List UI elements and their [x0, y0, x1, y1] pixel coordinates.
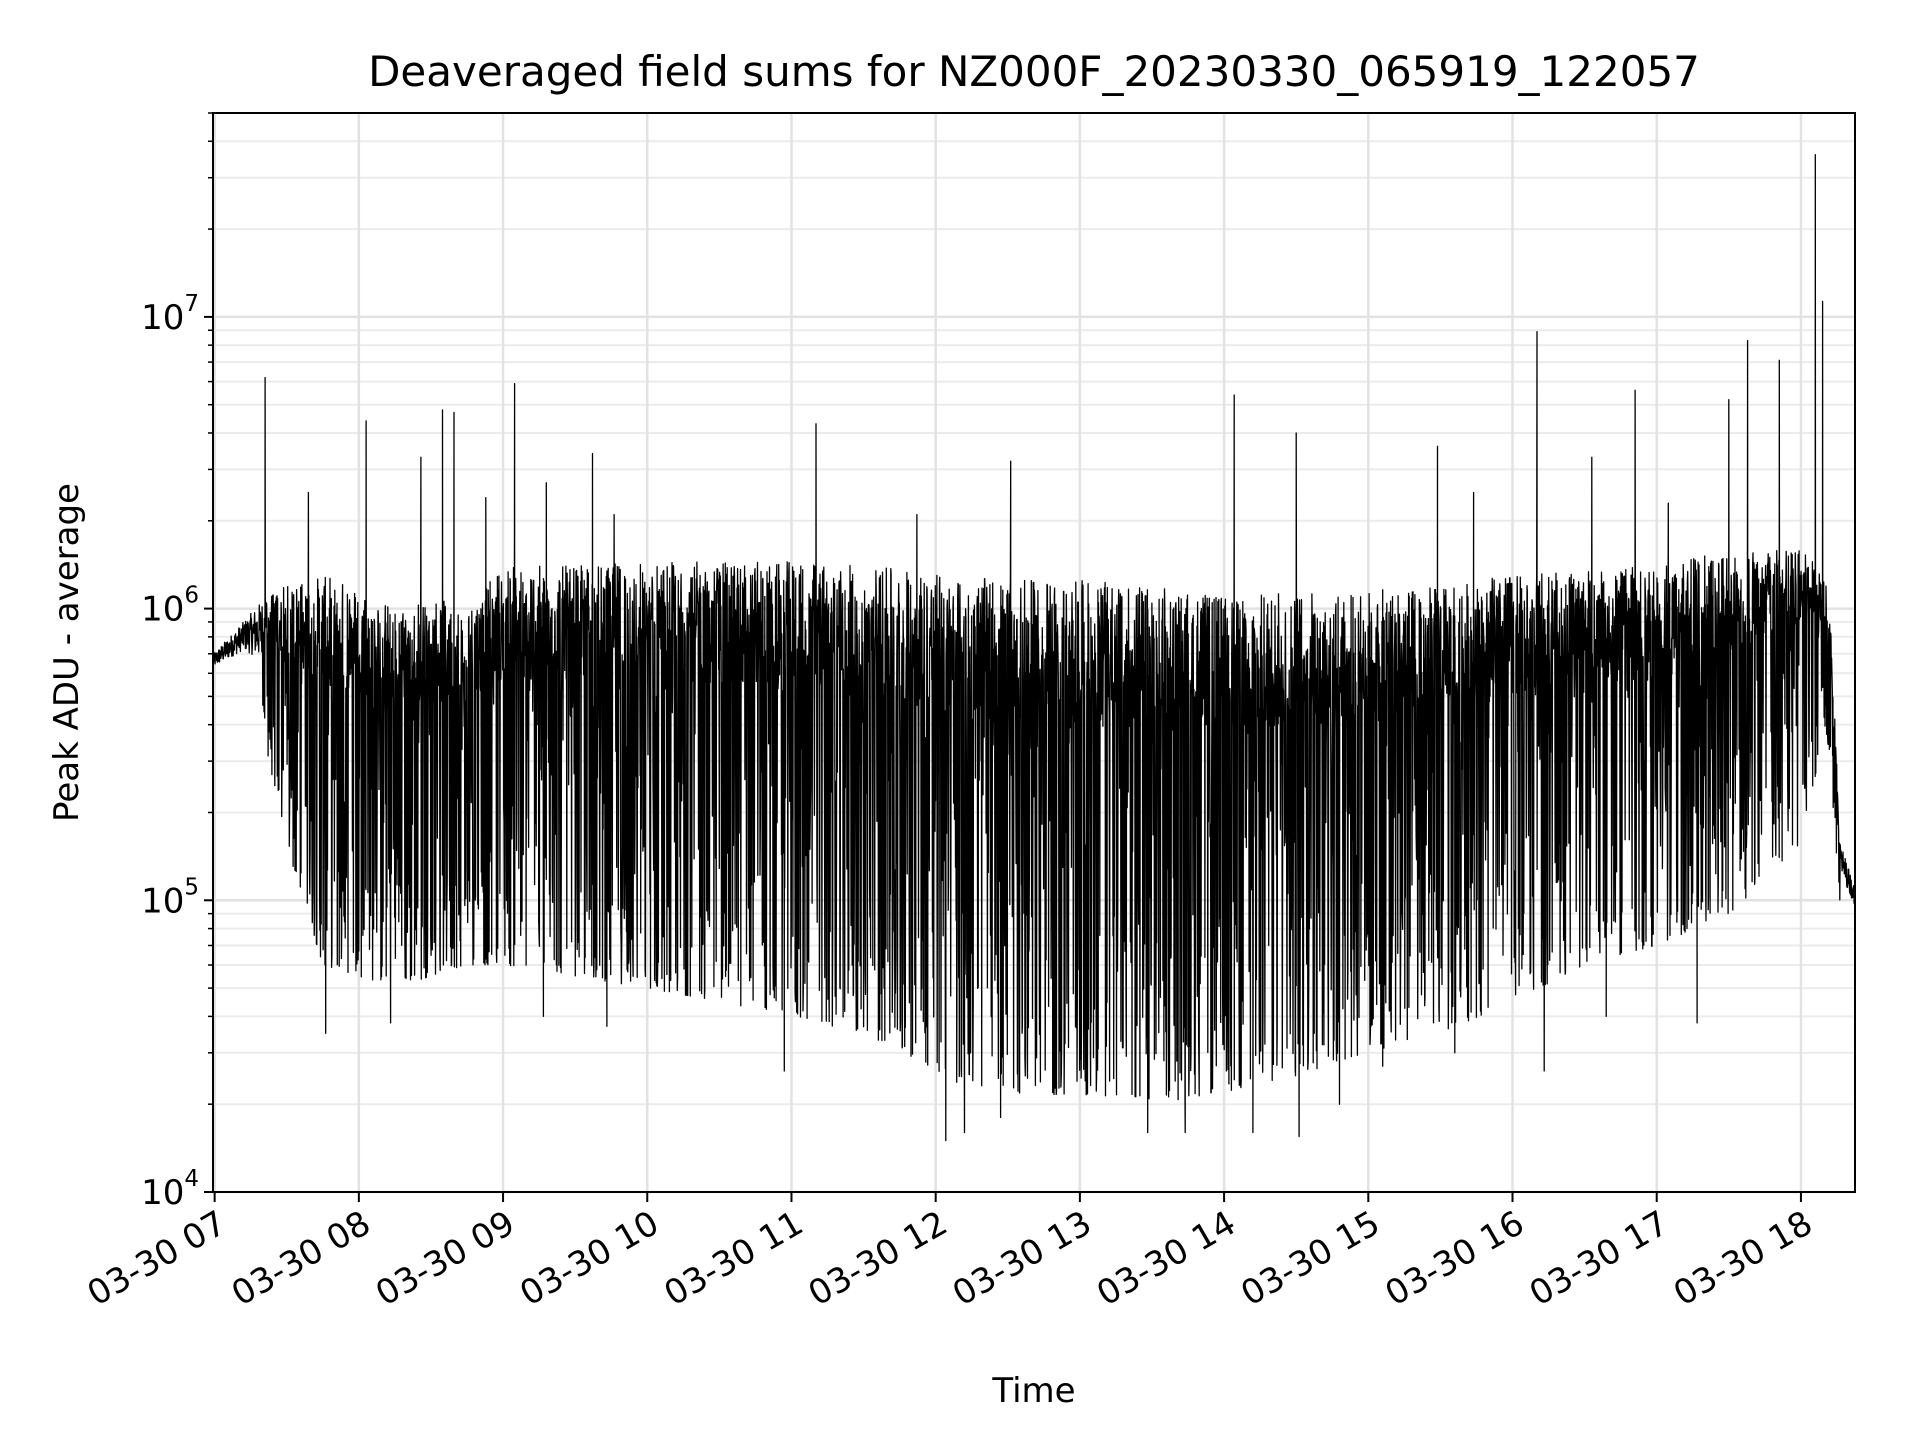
x-tick-label: 03-30 15 — [1234, 1203, 1386, 1314]
y-tick-label: 106 — [141, 583, 199, 630]
y-tick-label: 104 — [141, 1166, 199, 1213]
data-layer — [212, 153, 1856, 1142]
y-tick-label: 107 — [141, 291, 199, 338]
chart-title: Deaveraged field sums for NZ000F_2023033… — [368, 47, 1700, 96]
x-tick-label: 03-30 17 — [1523, 1203, 1675, 1314]
series-line — [212, 153, 1856, 1142]
x-tick-label: 03-30 12 — [802, 1203, 954, 1314]
x-tick-label: 03-30 11 — [658, 1203, 810, 1314]
x-tick-label: 03-30 14 — [1090, 1203, 1242, 1314]
x-tick-label: 03-30 13 — [946, 1203, 1098, 1314]
x-tick-label: 03-30 16 — [1379, 1203, 1531, 1314]
y-tick-label: 105 — [141, 874, 199, 921]
x-tick-label: 03-30 08 — [225, 1203, 377, 1314]
x-tick-label: 03-30 07 — [81, 1203, 233, 1314]
plot-frame — [212, 112, 1856, 1193]
y-axis-label: Peak ADU - average — [47, 483, 87, 822]
x-tick-label: 03-30 09 — [369, 1203, 521, 1314]
x-tick-label: 03-30 10 — [513, 1203, 665, 1314]
x-tick-label: 03-30 18 — [1667, 1203, 1819, 1314]
x-axis-label: Time — [991, 1371, 1075, 1411]
